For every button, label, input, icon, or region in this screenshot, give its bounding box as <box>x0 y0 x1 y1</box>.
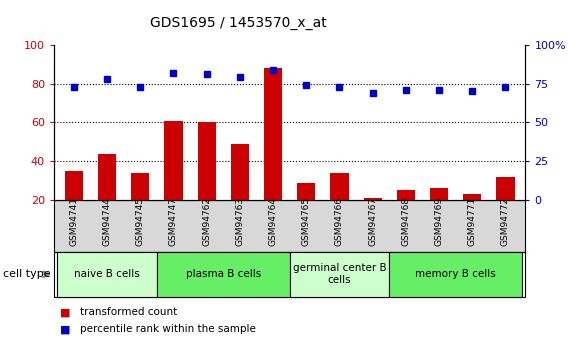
Bar <box>331 173 349 239</box>
Text: percentile rank within the sample: percentile rank within the sample <box>80 325 256 334</box>
Text: memory B cells: memory B cells <box>415 269 496 279</box>
Bar <box>65 171 83 239</box>
Bar <box>131 173 149 239</box>
FancyBboxPatch shape <box>290 252 389 297</box>
FancyBboxPatch shape <box>157 252 290 297</box>
Bar <box>264 68 282 239</box>
Bar <box>397 190 415 239</box>
Bar <box>463 194 482 239</box>
FancyBboxPatch shape <box>389 252 522 297</box>
Text: germinal center B
cells: germinal center B cells <box>293 264 386 285</box>
Text: ■: ■ <box>60 325 70 334</box>
Bar <box>297 183 315 239</box>
Bar <box>430 188 448 239</box>
Text: ■: ■ <box>60 307 70 317</box>
Bar <box>231 144 249 239</box>
Bar <box>364 198 382 239</box>
FancyBboxPatch shape <box>57 252 157 297</box>
Bar <box>98 154 116 239</box>
Text: cell type: cell type <box>3 269 51 279</box>
Bar <box>198 122 216 239</box>
Text: transformed count: transformed count <box>80 307 177 317</box>
Text: plasma B cells: plasma B cells <box>186 269 261 279</box>
Bar <box>164 120 182 239</box>
Bar <box>496 177 515 239</box>
Text: naive B cells: naive B cells <box>74 269 140 279</box>
Text: GDS1695 / 1453570_x_at: GDS1695 / 1453570_x_at <box>150 16 327 30</box>
